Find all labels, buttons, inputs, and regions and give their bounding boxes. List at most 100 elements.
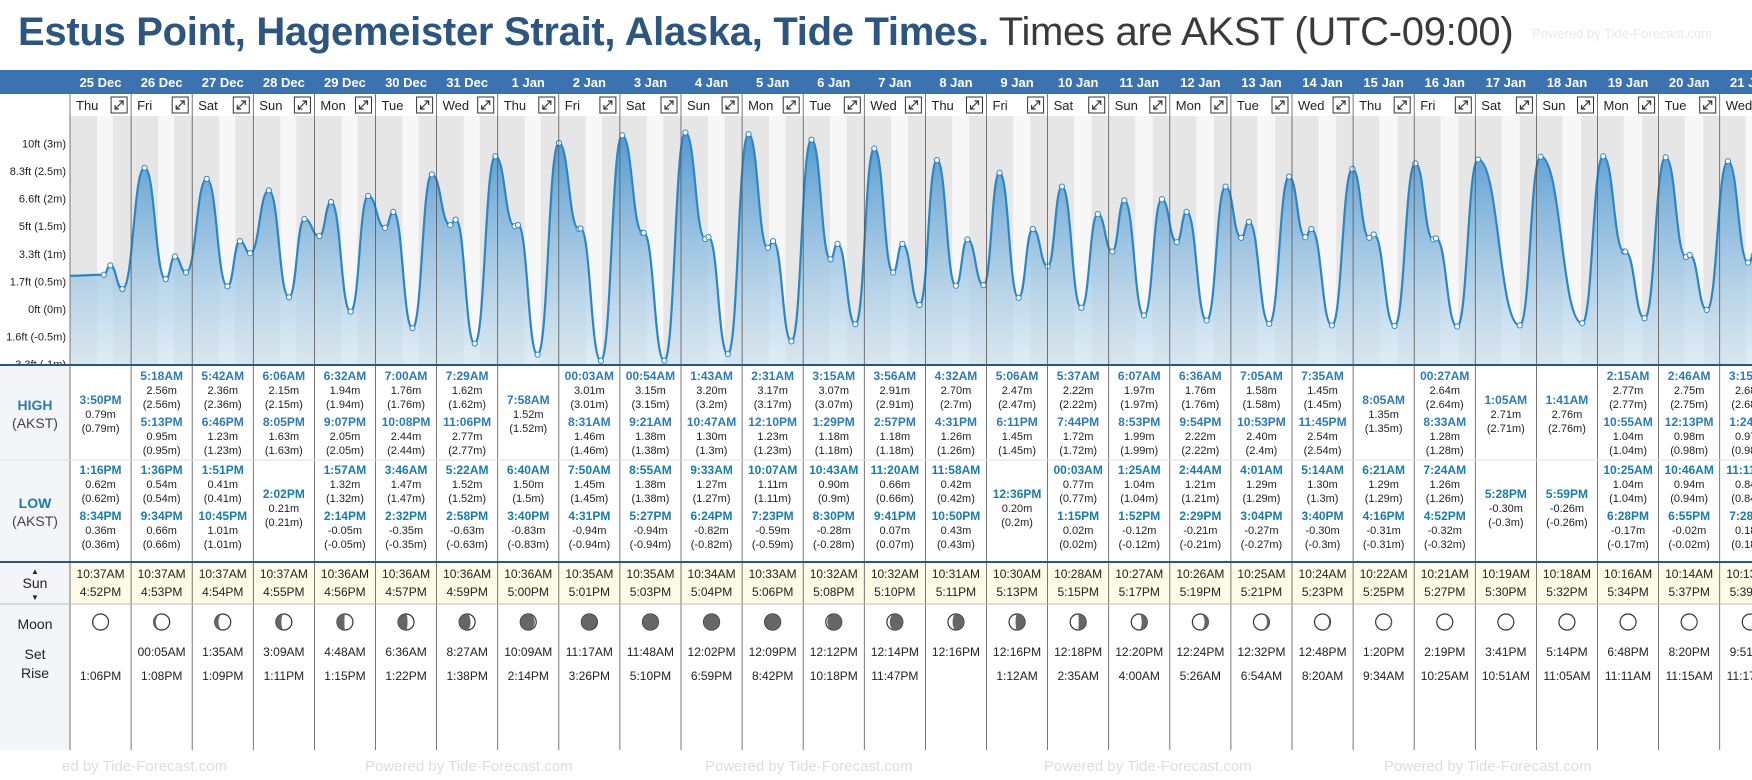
moonset-time: 10:09AM <box>504 645 552 659</box>
tide-time: 7:50AM <box>568 463 611 477</box>
dow-label: Sat <box>626 98 646 113</box>
dow-label: Tue <box>382 98 404 113</box>
tide-extreme-point <box>1454 323 1461 330</box>
tide-time: 6:11PM <box>996 415 1037 429</box>
sunset-time: 5:30PM <box>1485 585 1526 599</box>
tide-time: 7:35AM <box>1301 369 1344 383</box>
tide-extreme-point <box>203 175 210 182</box>
tide-height: 2.15m <box>269 385 300 397</box>
tide-height: 1.94m <box>330 385 361 397</box>
tide-height-metric: (-0.05m) <box>324 539 366 551</box>
tide-height: 0.66m <box>146 525 177 537</box>
tide-height: 0.02m <box>1063 525 1094 537</box>
tide-time: 2:44AM <box>1179 463 1222 477</box>
dow-label: Thu <box>504 98 526 113</box>
tide-height-metric: (2.47m) <box>998 399 1036 411</box>
tide-time: 4:31PM <box>935 415 977 429</box>
expand-icon <box>603 100 613 110</box>
tide-extreme-point <box>1516 322 1523 329</box>
expand-icon <box>969 100 980 110</box>
tide-time: 1:36PM <box>141 463 183 477</box>
tide-extreme-point <box>1328 322 1335 329</box>
tide-extreme-point <box>1183 208 1190 215</box>
tide-height-metric: (1.01m) <box>204 539 242 551</box>
expand-icon <box>420 100 430 110</box>
sunset-time: 4:59PM <box>446 585 487 599</box>
date-header-label: 12 Jan <box>1180 75 1221 90</box>
expand-icon <box>1397 100 1407 110</box>
tide-time: 4:32AM <box>935 369 978 383</box>
date-header-label: 7 Jan <box>878 75 911 90</box>
tide-height: 0.79m <box>85 409 116 421</box>
date-header-label: 31 Dec <box>446 75 488 90</box>
tide-extreme-point <box>980 282 987 289</box>
tide-height: 3.17m <box>757 385 788 397</box>
tide-height: 2.47m <box>1002 385 1033 397</box>
tide-height-metric: (2.68m) <box>1731 399 1752 411</box>
tide-time: 7:23PM <box>752 509 794 523</box>
tide-height-metric: (-0.83m) <box>507 539 549 551</box>
moonrise-time: 1:15PM <box>324 669 365 683</box>
tide-time: 6:06AM <box>263 369 306 383</box>
tide-time: 5:06AM <box>996 369 1039 383</box>
tide-height: -0.31m <box>1367 525 1401 537</box>
tide-height: 1.45m <box>1002 431 1033 443</box>
tide-time: 1:52PM <box>1118 509 1160 523</box>
tide-height-metric: (1.62m) <box>448 399 486 411</box>
tide-height-metric: (1.3m) <box>696 445 728 457</box>
tide-height: -0.94m <box>572 525 606 537</box>
tide-height: 1.45m <box>1307 385 1338 397</box>
tide-time: 8:33AM <box>1423 415 1466 429</box>
moonset-time: 12:48PM <box>1299 645 1347 659</box>
moon-shadow <box>581 614 597 630</box>
sunset-time: 5:39PM <box>1730 585 1752 599</box>
tide-height-metric: (-0.35m) <box>385 539 427 551</box>
tide-time: 7:00AM <box>385 369 428 383</box>
tide-time: 2:14PM <box>324 509 366 523</box>
tide-height-metric: (1.99m) <box>1120 445 1158 457</box>
moonrise-row-label: Rise <box>21 665 49 681</box>
tide-time: 1:25AM <box>1118 463 1161 477</box>
tide-extreme-point <box>182 269 190 276</box>
sunrise-time: 10:28AM <box>1054 567 1102 581</box>
tide-height-metric: (1.76m) <box>1181 399 1219 411</box>
sunset-time: 4:56PM <box>324 585 365 599</box>
tide-extreme-point <box>1308 225 1315 233</box>
tide-height-metric: (1.3m) <box>1307 493 1339 505</box>
moonrise-time: 9:34AM <box>1363 669 1404 683</box>
moon-row-bg <box>0 604 1752 750</box>
tide-extreme-point <box>1121 197 1128 204</box>
tide-height: 1.04m <box>1613 431 1644 443</box>
tide-time: 7:29AM <box>446 369 489 383</box>
tide-time: 10:45PM <box>198 509 247 523</box>
tide-extreme-point <box>452 216 459 223</box>
moonrise-time: 8:42PM <box>752 669 793 683</box>
moonset-time: 3:09AM <box>263 645 304 659</box>
tide-height-metric: (1.5m) <box>512 493 544 505</box>
tide-extreme-point <box>1686 251 1693 258</box>
moonrise-time: 5:26AM <box>1180 669 1221 683</box>
tide-height: 0.21m <box>269 503 300 515</box>
date-header-label: 26 Dec <box>141 75 183 90</box>
tide-height-metric: (1.23m) <box>204 445 242 457</box>
moon-shadow <box>1261 614 1270 630</box>
tide-height-metric: (1.58m) <box>1242 399 1280 411</box>
date-header-label: 4 Jan <box>695 75 728 90</box>
tide-height-metric: (0.62m) <box>82 493 120 505</box>
tide-height-metric: (1.28m) <box>1426 445 1464 457</box>
tide-height-metric: (-0.82m) <box>691 539 733 551</box>
tide-extreme-point <box>745 131 752 138</box>
sunset-time: 5:00PM <box>508 585 549 599</box>
moonrise-time: 6:59PM <box>691 669 732 683</box>
tide-extreme-point <box>764 244 771 251</box>
sunrise-time: 10:37AM <box>77 567 125 581</box>
tide-time: 7:28PM <box>1729 509 1752 523</box>
tide-height: -0.30m <box>1489 503 1523 515</box>
tide-extreme-point <box>1432 235 1440 242</box>
moonrise-time: 6:54AM <box>1241 669 1282 683</box>
sunset-time: 5:34PM <box>1607 585 1648 599</box>
tide-time: 1:24PM <box>1729 415 1752 429</box>
tide-height-metric: (0.2m) <box>1001 517 1033 529</box>
dow-label: Tue <box>809 98 831 113</box>
tide-time: 5:18AM <box>140 369 183 383</box>
